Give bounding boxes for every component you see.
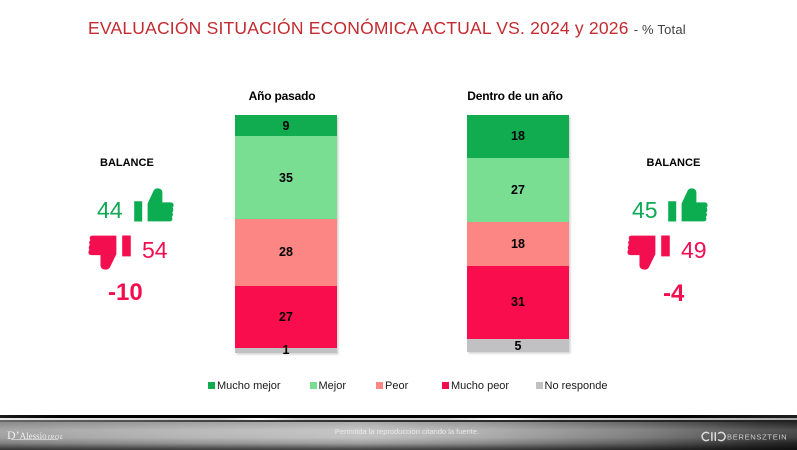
svg-text:BERENSZTEIN: BERENSZTEIN	[727, 433, 787, 442]
